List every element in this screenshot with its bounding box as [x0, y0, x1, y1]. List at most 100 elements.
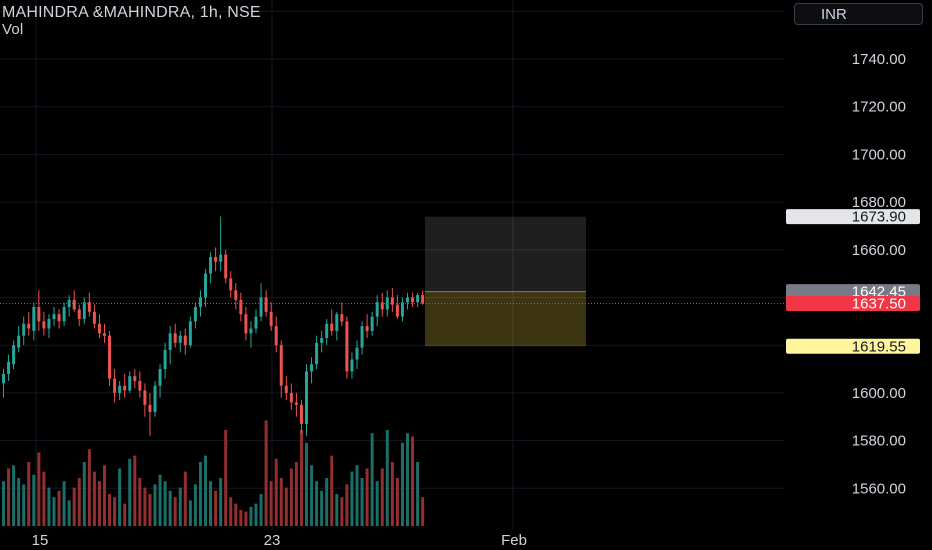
candle [289, 383, 293, 410]
candle-body [214, 256, 218, 262]
candle-body [92, 311, 96, 324]
volume-bar [52, 497, 56, 526]
candle-body [345, 321, 349, 372]
candle [188, 316, 192, 348]
time-axis-label: 23 [264, 532, 281, 549]
candle [380, 292, 384, 317]
candle-body [330, 323, 334, 331]
volume-bar [345, 484, 349, 526]
candle [229, 271, 233, 298]
volume-bar [168, 490, 172, 526]
grid-lines [0, 0, 785, 530]
candle-body [264, 297, 268, 312]
volume-bar [209, 481, 213, 526]
candle-body [133, 376, 137, 381]
candle-body [108, 335, 112, 379]
candle [259, 283, 263, 322]
time-axis-label: 15 [32, 532, 49, 549]
candle [390, 287, 394, 312]
candle-body [269, 311, 273, 327]
volume-bar [128, 458, 132, 526]
candle [92, 304, 96, 329]
candle-body [128, 376, 132, 391]
time-axis[interactable]: 15 23 Feb [32, 532, 527, 549]
volume-bar [229, 497, 233, 526]
candle [375, 295, 379, 327]
volume-bar [153, 484, 157, 526]
volume-bar [289, 468, 293, 526]
volume-bar [143, 487, 147, 526]
volume-bar [234, 503, 238, 526]
candle-body [183, 335, 187, 346]
volume-bar [67, 500, 71, 526]
candle-body [234, 290, 238, 300]
candle [219, 216, 223, 272]
volume-bar [299, 430, 303, 526]
long-position-tool[interactable] [425, 216, 586, 347]
candle [87, 292, 91, 317]
candle-body [204, 273, 207, 298]
currency-button[interactable]: INR [794, 3, 923, 25]
candle [67, 295, 71, 317]
volume-bar [350, 471, 354, 526]
volume-bar [315, 481, 319, 526]
candle [22, 316, 26, 346]
candle-body [421, 295, 425, 304]
candle-body [47, 318, 51, 329]
candle-body [411, 297, 415, 303]
price-axis-label: 1560.00 [852, 480, 906, 497]
candle [2, 369, 5, 398]
candle [264, 290, 268, 317]
candle [406, 292, 409, 310]
candle [310, 357, 314, 384]
candle-body [178, 335, 182, 343]
candle-body [229, 278, 233, 291]
volume-bar [365, 468, 369, 526]
volume-bar [62, 481, 66, 526]
candlesticks [2, 216, 425, 436]
candle-body [168, 333, 172, 350]
candle-body [113, 378, 117, 393]
candle-body [390, 297, 394, 305]
volume-bar [32, 474, 36, 526]
volume-bar [133, 455, 137, 526]
price-axis-label: 1740.00 [852, 51, 906, 68]
volume-bar [259, 494, 263, 526]
candle-body [400, 302, 404, 317]
price-axis[interactable]: 1740.00 1720.00 1700.00 1680.00 1660.00 1600.… [852, 51, 906, 497]
candle [42, 311, 46, 336]
volume-bar [57, 490, 61, 526]
candle-body [173, 333, 177, 343]
candle-body [143, 390, 147, 405]
price-tag-box [786, 284, 920, 300]
candle-body [254, 316, 258, 329]
volume-bar [198, 462, 202, 526]
candle [57, 309, 61, 329]
candle-body [335, 314, 339, 331]
candle-body [395, 304, 399, 317]
candle [193, 302, 197, 329]
candle [52, 307, 56, 327]
symbol-title[interactable]: MAHINDRA &MAHINDRA, 1h, NSE [2, 4, 261, 21]
volume-bar [27, 462, 31, 526]
volume-legend-label[interactable]: Vol [2, 21, 24, 38]
volume-bar [188, 500, 192, 526]
candle-body [355, 347, 359, 360]
volume-bar [400, 442, 404, 526]
candle-body [284, 385, 288, 393]
volume-bar [335, 494, 339, 526]
candle-body [148, 404, 152, 412]
candle [183, 328, 187, 355]
candle-body [274, 326, 278, 346]
price-axis-label: 1680.00 [852, 194, 906, 211]
volume-bar [158, 474, 162, 526]
candle-body [244, 314, 248, 334]
candle [158, 364, 162, 398]
volume-bar [219, 478, 223, 526]
candle [395, 295, 399, 319]
candle [204, 268, 207, 308]
candle-body [239, 299, 243, 315]
volume-bar [269, 481, 273, 526]
candle-body [315, 342, 319, 365]
